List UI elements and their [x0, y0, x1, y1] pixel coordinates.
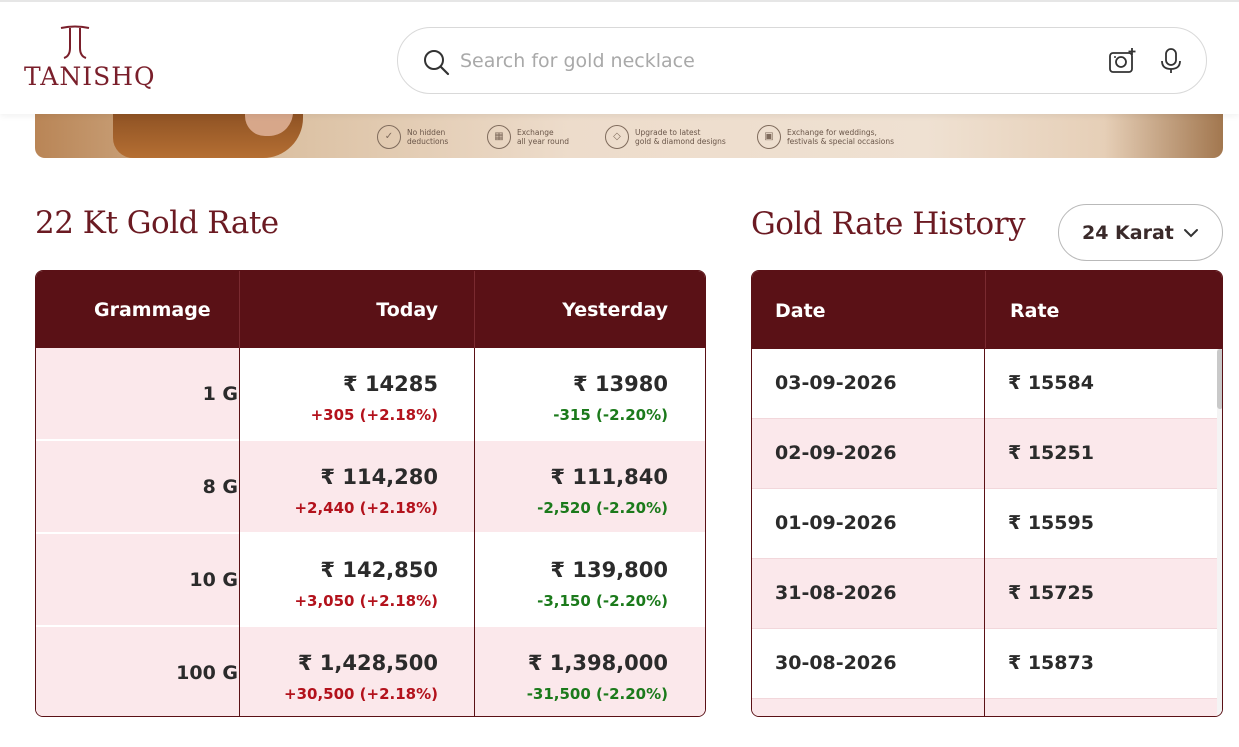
- today-change: +2,440 (+2.18%): [294, 499, 438, 517]
- site-header: TANISHQ: [0, 0, 1239, 114]
- today-price: ₹ 114,280: [320, 465, 438, 489]
- yesterday-change: -31,500 (-2.20%): [526, 685, 668, 703]
- yesterday-change: -3,150 (-2.20%): [537, 592, 668, 610]
- scrollbar-track[interactable]: [1217, 349, 1222, 716]
- karat-dropdown[interactable]: 24 Karat: [1058, 204, 1223, 261]
- column-header-date: Date: [775, 300, 826, 322]
- grammage-cell: 100 G: [176, 662, 238, 684]
- column-header-rate: Rate: [1010, 300, 1060, 322]
- search-input[interactable]: [460, 46, 1080, 76]
- table-row: 100 G ₹ 1,428,500 +30,500 (+2.18%) ₹ 1,3…: [36, 627, 705, 716]
- gold-rate-history-title: Gold Rate History: [751, 206, 1026, 242]
- gold-rate-history-table[interactable]: Date Rate 03-09-2026 ₹ 15584 02-09-2026 …: [751, 270, 1223, 717]
- yesterday-change: -315 (-2.20%): [553, 406, 668, 424]
- today-change: +30,500 (+2.18%): [284, 685, 438, 703]
- feature-line: Exchange: [517, 128, 554, 137]
- promo-banner[interactable]: ✓ No hidden deductions ▦ Exchange all ye…: [35, 112, 1223, 158]
- history-rate: ₹ 15873: [1008, 652, 1094, 674]
- search-icon[interactable]: [422, 48, 450, 76]
- column-header-grammage: Grammage: [94, 299, 211, 321]
- scrollbar-thumb[interactable]: [1217, 349, 1222, 409]
- history-date: 30-08-2026: [775, 652, 897, 674]
- feature-line: Exchange for weddings,: [787, 128, 877, 137]
- gold-rate-table: Grammage Today Yesterday 1 G ₹ 14285 +30…: [35, 270, 706, 717]
- history-rate: ₹ 15725: [1008, 582, 1094, 604]
- feature-line: deductions: [407, 137, 449, 146]
- grammage-cell: 1 G: [202, 383, 238, 405]
- grammage-cell: 10 G: [189, 569, 238, 591]
- karat-selected-value: 24 Karat: [1082, 222, 1174, 244]
- history-date: 31-08-2026: [775, 582, 897, 604]
- table-row: 8 G ₹ 114,280 +2,440 (+2.18%) ₹ 111,840 …: [36, 441, 705, 533]
- table-row: 1 G ₹ 14285 +305 (+2.18%) ₹ 13980 -315 (…: [36, 348, 705, 440]
- yesterday-price: ₹ 1,398,000: [527, 651, 668, 675]
- feature-line: gold & diamond designs: [635, 137, 726, 146]
- microphone-icon[interactable]: [1158, 46, 1184, 76]
- history-rate: ₹ 15584: [1008, 372, 1094, 394]
- history-rate: ₹ 15595: [1008, 512, 1094, 534]
- today-price: ₹ 1,428,500: [297, 651, 438, 675]
- diamond-icon: ◇: [605, 125, 629, 149]
- feature-line: all year round: [517, 137, 570, 146]
- gold-rate-title: 22 Kt Gold Rate: [35, 205, 279, 241]
- history-date: 02-09-2026: [775, 442, 897, 464]
- today-price: ₹ 14285: [343, 372, 438, 396]
- today-change: +305 (+2.18%): [310, 406, 438, 424]
- feature-line: No hidden: [407, 128, 446, 137]
- today-price: ₹ 142,850: [320, 558, 438, 582]
- gift-icon: ▣: [757, 125, 781, 149]
- table-header: Grammage Today Yesterday: [36, 271, 705, 348]
- yesterday-price: ₹ 139,800: [550, 558, 668, 582]
- history-date: 03-09-2026: [775, 372, 897, 394]
- table-header: Date Rate: [752, 271, 1222, 349]
- check-circle-icon: ✓: [377, 125, 401, 149]
- feature-line: festivals & special occasions: [787, 137, 895, 146]
- yesterday-price: ₹ 13980: [573, 372, 668, 396]
- brand-name: TANISHQ: [24, 62, 156, 91]
- today-change: +3,050 (+2.18%): [294, 592, 438, 610]
- column-divider: [239, 348, 240, 716]
- feature-line: Upgrade to latest: [635, 128, 701, 137]
- grammage-cell: 8 G: [202, 476, 238, 498]
- table-row: 10 G ₹ 142,850 +3,050 (+2.18%) ₹ 139,800…: [36, 534, 705, 626]
- column-divider: [474, 348, 475, 716]
- yesterday-price: ₹ 111,840: [550, 465, 668, 489]
- history-rate: ₹ 15251: [1008, 442, 1094, 464]
- column-header-yesterday: Yesterday: [562, 299, 668, 321]
- history-date: 01-09-2026: [775, 512, 897, 534]
- tanishq-logo[interactable]: TANISHQ: [24, 24, 155, 98]
- chevron-down-icon: [1184, 229, 1198, 238]
- column-header-today: Today: [376, 299, 438, 321]
- calendar-icon: ▦: [487, 125, 511, 149]
- yesterday-change: -2,520 (-2.20%): [537, 499, 668, 517]
- camera-search-icon[interactable]: [1107, 46, 1137, 76]
- tanishq-logo-mark: [60, 25, 90, 59]
- column-divider: [984, 349, 985, 716]
- search-bar: [397, 27, 1207, 94]
